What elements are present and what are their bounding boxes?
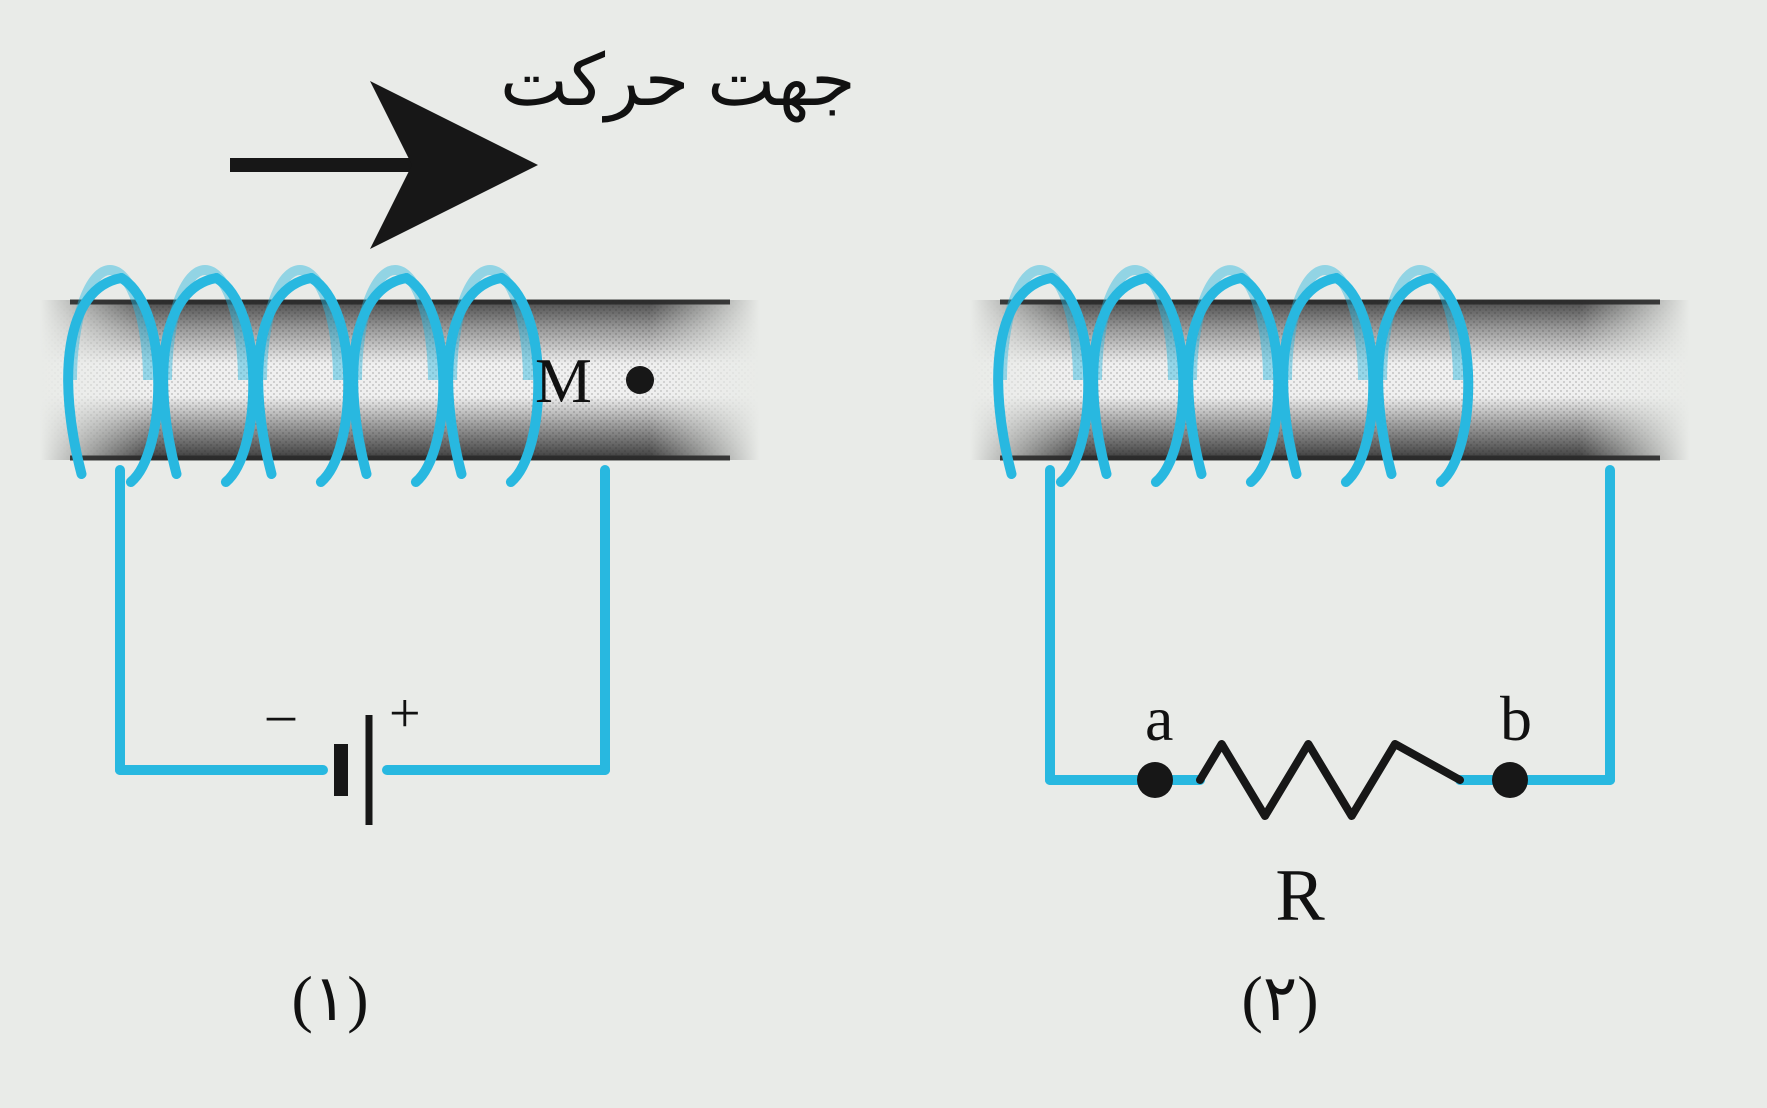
- figure-2-label: (۲): [1242, 963, 1319, 1034]
- resistor-label: R: [1275, 855, 1325, 937]
- node-b-label: b: [1500, 683, 1532, 754]
- battery-plus: +: [389, 683, 421, 745]
- diagram-root: جهت حرکت + – M (۱) a b R (۲): [0, 0, 1767, 1108]
- wires-1: [120, 470, 605, 770]
- node-a-label: a: [1145, 683, 1173, 754]
- node-a-dot: [1137, 762, 1173, 798]
- point-M-dot: [626, 366, 654, 394]
- resistor-zigzag: [1200, 744, 1460, 816]
- battery-minus: –: [266, 683, 296, 745]
- motion-text: جهت حرکت: [500, 41, 856, 123]
- circuit-2: a b R (۲): [970, 270, 1690, 1034]
- point-M-label: M: [535, 345, 592, 416]
- circuit-1: + – M (۱): [40, 270, 760, 1034]
- battery: + –: [266, 683, 421, 825]
- resistor: a b R: [1137, 683, 1532, 937]
- motion-direction: جهت حرکت: [230, 41, 856, 165]
- figure-1-label: (۱): [292, 963, 369, 1034]
- node-b-dot: [1492, 762, 1528, 798]
